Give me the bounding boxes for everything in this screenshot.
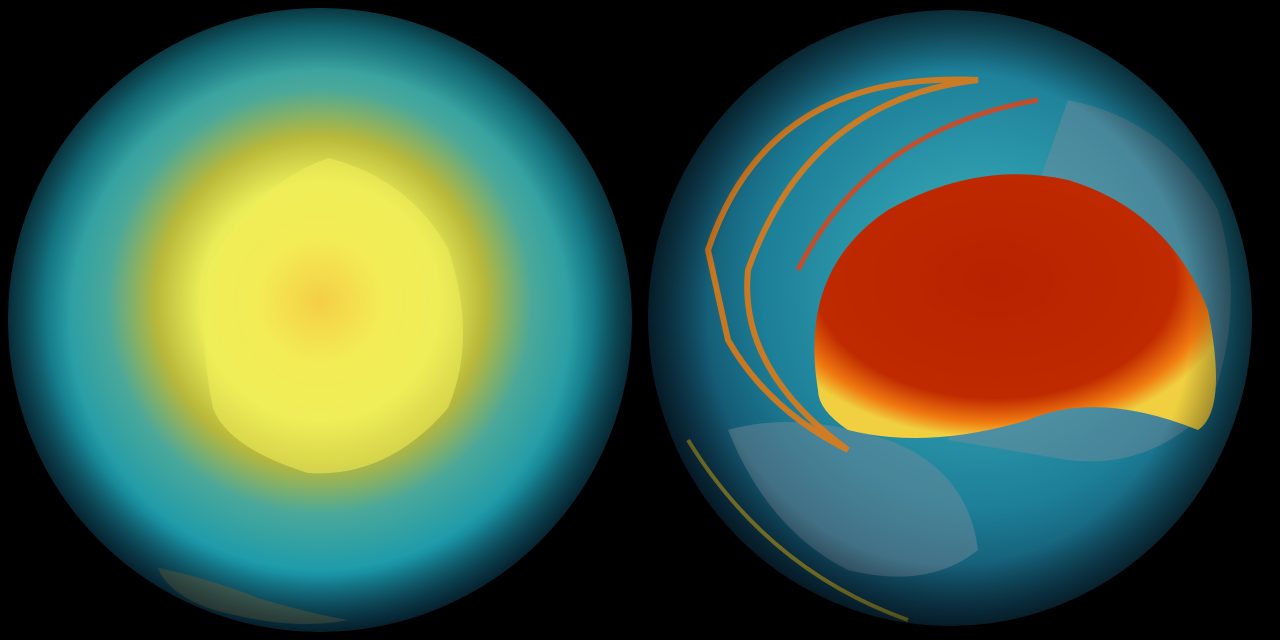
right-globe-image bbox=[648, 10, 1252, 626]
left-globe-image bbox=[8, 8, 632, 632]
right-globe-limb-shade bbox=[648, 10, 1252, 626]
right-globe-render bbox=[648, 10, 1252, 626]
left-globe-render bbox=[8, 8, 632, 632]
left-globe-limb-shade bbox=[8, 8, 632, 632]
